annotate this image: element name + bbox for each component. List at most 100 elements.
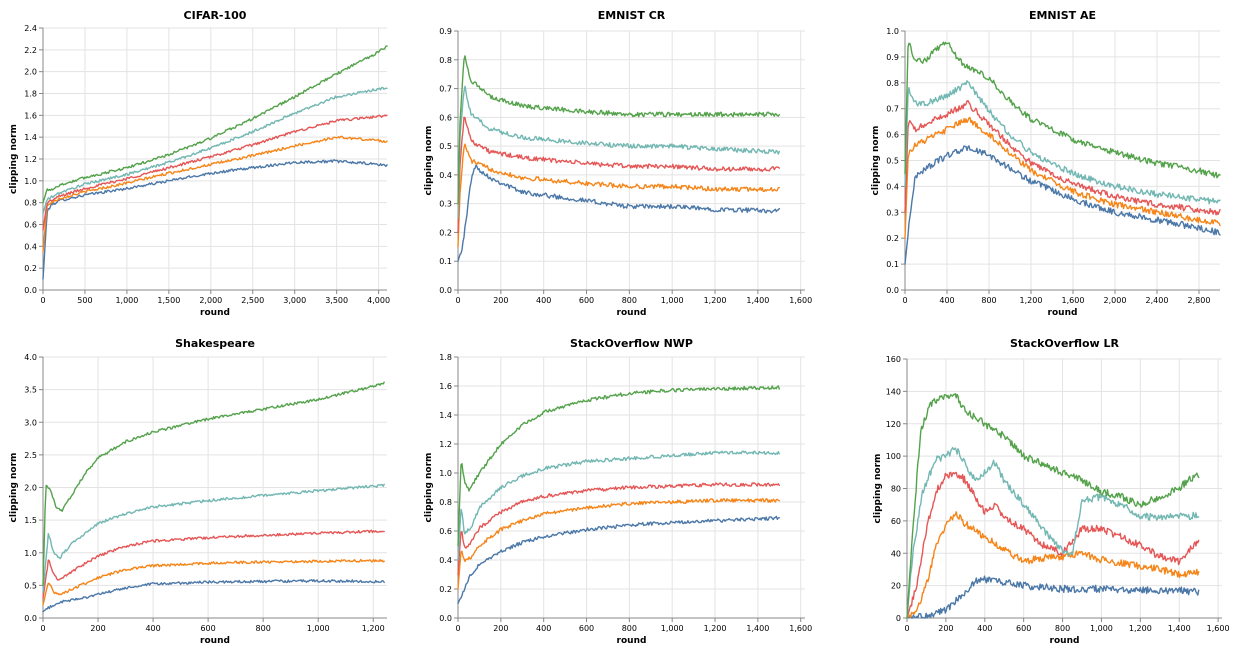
x-tick-label: 600 <box>1016 624 1031 633</box>
y-tick-label: 0.7 <box>886 105 899 114</box>
series-line <box>904 116 1221 239</box>
x-tick-label: 0 <box>902 296 907 305</box>
y-tick-label: 4.0 <box>24 353 37 362</box>
series-line <box>457 55 780 205</box>
chart-emnist-cr: 0 200 400 600 800 1,000 1,200 1,400 1,600 0.0 0.1 0… <box>424 9 812 318</box>
x-axis-title: round <box>617 308 647 318</box>
y-tick-label: 140 <box>886 387 901 396</box>
series-line <box>906 511 1200 619</box>
y-tick-label: 0.6 <box>886 131 899 140</box>
x-tick-label: 500 <box>77 296 92 305</box>
y-tick-label: 2.4 <box>24 24 37 33</box>
y-tick-label: 1.0 <box>24 549 37 558</box>
y-tick-label: 1.5 <box>24 516 37 525</box>
y-tick-label: 1.0 <box>886 27 899 36</box>
y-tick-label: 2.2 <box>24 46 37 55</box>
x-tick-label: 3,500 <box>325 296 348 305</box>
x-tick-label: 1,000 <box>661 624 684 633</box>
y-tick-label: 0.6 <box>24 221 37 230</box>
y-tick-label: 80 <box>891 485 901 494</box>
y-tick-label: 3.5 <box>24 386 37 395</box>
chart-emnist-ae: 0 400 800 1,200 1,600 2,000 2,400 2,800 0.0 0.1 0.… <box>871 9 1221 318</box>
x-tick-label: 1,200 <box>362 624 385 633</box>
y-tick-label: 1.8 <box>439 353 452 362</box>
y-tick-label: 0.9 <box>439 27 452 36</box>
y-tick-label: 2.0 <box>24 484 37 493</box>
x-tick-label: 1,200 <box>1020 296 1043 305</box>
x-tick-label: 600 <box>579 296 594 305</box>
y-tick-label: 0.2 <box>24 264 37 273</box>
series-line <box>42 529 385 600</box>
series-line <box>457 515 780 605</box>
series-line <box>457 85 780 219</box>
chart-title: CIFAR-100 <box>184 9 247 22</box>
x-tick-label: 400 <box>939 296 954 305</box>
series-line <box>457 164 780 262</box>
x-tick-label: 2,500 <box>241 296 264 305</box>
series-line <box>42 579 385 613</box>
y-tick-label: 0.5 <box>439 142 452 151</box>
y-tick-label: 0.1 <box>439 257 452 266</box>
y-axis-title: clipping norm <box>424 126 434 196</box>
series-line <box>904 80 1221 205</box>
y-axis-title: clipping norm <box>424 453 434 523</box>
y-tick-label: 0.9 <box>886 53 899 62</box>
y-tick-label: 0.2 <box>886 234 899 243</box>
y-axis-title: clipping norm <box>9 124 19 194</box>
y-tick-label: 40 <box>891 549 901 558</box>
series-line <box>457 143 780 248</box>
x-tick-label: 1,200 <box>704 296 727 305</box>
grid <box>904 30 1220 291</box>
y-tick-label: 0.3 <box>439 200 452 209</box>
y-tick-label: 1.0 <box>24 177 37 186</box>
x-tick-label: 600 <box>200 624 215 633</box>
y-tick-label: 3.0 <box>24 418 37 427</box>
x-tick-label: 1,400 <box>746 296 769 305</box>
y-tick-label: 0.4 <box>439 556 452 565</box>
x-tick-label: 0 <box>904 624 909 633</box>
x-tick-label: 200 <box>493 624 508 633</box>
y-tick-label: 1.2 <box>24 155 37 164</box>
y-tick-label: 0.8 <box>439 56 452 65</box>
y-tick-label: 1.4 <box>24 133 37 142</box>
y-tick-label: 1.2 <box>439 440 452 449</box>
y-tick-label: 0.0 <box>439 286 452 295</box>
y-tick-label: 0 <box>896 614 901 623</box>
y-tick-label: 2.5 <box>24 451 37 460</box>
x-tick-label: 4,000 <box>367 296 390 305</box>
y-tick-label: 1.8 <box>24 90 37 99</box>
series-line <box>904 145 1221 265</box>
chart-title: StackOverflow NWP <box>570 337 693 350</box>
chart-stackoverflow-lr: 0 200 400 600 800 1,000 1,200 1,400 1,600 0 20 40 60… <box>873 337 1230 646</box>
x-tick-label: 800 <box>981 296 996 305</box>
grid <box>457 356 805 619</box>
x-tick-label: 1,200 <box>704 624 727 633</box>
x-tick-label: 1,000 <box>1090 624 1113 633</box>
y-tick-label: 1.6 <box>439 382 452 391</box>
x-tick-label: 2,800 <box>1188 296 1211 305</box>
y-tick-label: 0.5 <box>886 157 899 166</box>
x-tick-label: 0 <box>455 296 460 305</box>
x-tick-label: 1,000 <box>115 296 138 305</box>
x-tick-label: 400 <box>145 624 160 633</box>
series-line <box>42 86 388 215</box>
series-line <box>42 114 388 231</box>
y-tick-label: 0.0 <box>886 286 899 295</box>
y-tick-label: 0.4 <box>24 242 37 251</box>
chart-title: EMNIST CR <box>598 9 666 22</box>
x-tick-label: 200 <box>493 296 508 305</box>
y-tick-label: 0.8 <box>24 199 37 208</box>
y-tick-label: 0.8 <box>886 79 899 88</box>
y-tick-label: 0.4 <box>439 171 452 180</box>
y-tick-label: 0.8 <box>439 498 452 507</box>
x-tick-label: 3,000 <box>283 296 306 305</box>
y-tick-label: 0.6 <box>439 527 452 536</box>
y-tick-label: 0.7 <box>439 85 452 94</box>
y-tick-label: 60 <box>891 517 901 526</box>
x-tick-label: 1,600 <box>1062 296 1085 305</box>
series-line <box>42 483 385 593</box>
x-tick-label: 2,000 <box>1104 296 1127 305</box>
series-line <box>457 450 780 561</box>
y-axis-title: clipping norm <box>873 454 883 524</box>
grid <box>457 30 805 291</box>
